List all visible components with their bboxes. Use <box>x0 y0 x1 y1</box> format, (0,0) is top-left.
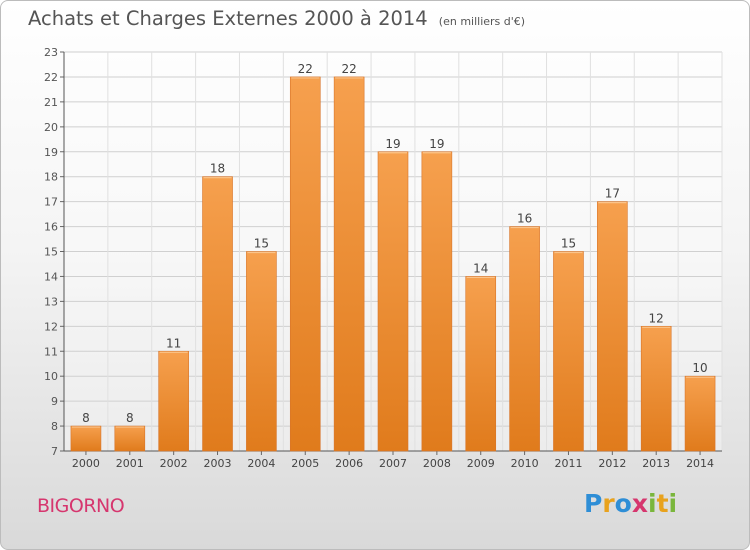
y-tick-label: 16 <box>44 221 58 234</box>
y-tick-label: 21 <box>44 96 58 109</box>
data-label: 19 <box>385 137 400 151</box>
x-tick-label: 2004 <box>247 457 275 470</box>
data-label: 8 <box>126 411 134 425</box>
y-tick-label: 13 <box>44 295 58 308</box>
data-label: 22 <box>298 62 313 76</box>
bar-2008 <box>421 151 453 452</box>
bar-2004 <box>246 251 277 452</box>
axes: 7 8 9 10 11 12 13 14 15 16 17 18 19 20 21 22 23 2000 2001 2… <box>44 46 722 470</box>
y-tick-label: 9 <box>51 395 58 408</box>
bar-2009 <box>465 276 497 452</box>
y-tick-label: 14 <box>44 270 58 283</box>
bar-2005 <box>289 76 321 452</box>
bar-2014 <box>684 375 716 452</box>
logo-letter: i <box>648 489 657 518</box>
y-tick-label: 12 <box>44 320 58 333</box>
data-label: 15 <box>561 237 576 251</box>
bar-2001 <box>114 425 146 452</box>
bar-2000 <box>70 425 102 452</box>
x-tick-label: 2001 <box>116 457 144 470</box>
x-tick-label: 2014 <box>686 457 714 470</box>
data-label: 18 <box>210 162 225 176</box>
data-label: 22 <box>341 62 356 76</box>
data-label: 10 <box>692 361 707 375</box>
data-label: 8 <box>82 411 90 425</box>
x-tick-label: 2012 <box>598 457 626 470</box>
chart-title-unit: (en milliers d'€) <box>438 15 526 28</box>
y-tick-label: 20 <box>44 121 58 134</box>
chart-title-main: Achats et Charges Externes 2000 à 2014 <box>28 7 428 30</box>
bar-2007 <box>377 151 409 452</box>
y-tick-label: 22 <box>44 71 58 84</box>
data-labels: 8 8 11 18 15 22 22 19 19 14 16 15 17 12 10 <box>82 62 708 425</box>
bar-2006 <box>333 76 365 452</box>
bar-2010 <box>509 226 540 452</box>
y-tick-label: 15 <box>44 246 58 259</box>
y-tick-label: 17 <box>44 196 58 209</box>
y-tick-label: 11 <box>44 345 58 358</box>
y-tick-label: 23 <box>44 46 58 59</box>
y-tick-label: 8 <box>51 420 58 433</box>
y-tick-label: 7 <box>51 445 58 458</box>
x-tick-label: 2006 <box>335 457 363 470</box>
proxiti-logo[interactable]: Proxiti <box>584 489 677 518</box>
logo-letter: t <box>656 489 669 518</box>
logo-letter: P <box>584 489 603 518</box>
y-tick-label: 10 <box>44 370 58 383</box>
x-tick-label: 2009 <box>467 457 495 470</box>
x-tick-label: 2013 <box>642 457 670 470</box>
x-tick-label: 2007 <box>379 457 407 470</box>
data-label: 16 <box>517 212 532 226</box>
bar-2011 <box>553 251 584 452</box>
bar-2002 <box>158 350 189 452</box>
bar-2013 <box>640 326 672 452</box>
x-tick-label: 2008 <box>423 457 451 470</box>
y-tick-label: 18 <box>44 171 58 184</box>
data-label: 12 <box>649 311 664 325</box>
logo-letter: x <box>631 489 648 518</box>
logo-letter: o <box>614 489 632 518</box>
logo-letter: r <box>602 489 615 518</box>
x-tick-label: 2010 <box>511 457 539 470</box>
bars <box>70 76 716 452</box>
chart-title: Achats et Charges Externes 2000 à 2014 (… <box>28 7 525 30</box>
x-tick-label: 2000 <box>72 457 100 470</box>
y-tick-label: 19 <box>44 146 58 159</box>
data-label: 14 <box>473 261 488 275</box>
logo-letter: i <box>668 489 678 518</box>
data-label: 19 <box>429 137 444 151</box>
data-label: 17 <box>605 187 620 201</box>
commune-name: BIGORNO <box>37 495 125 517</box>
x-tick-label: 2005 <box>291 457 319 470</box>
x-tick-label: 2003 <box>204 457 232 470</box>
bar-2003 <box>202 176 233 452</box>
data-label: 15 <box>254 237 269 251</box>
x-tick-label: 2011 <box>554 457 582 470</box>
x-tick-label: 2002 <box>160 457 188 470</box>
data-label: 11 <box>166 336 181 350</box>
bar-2012 <box>597 201 628 452</box>
